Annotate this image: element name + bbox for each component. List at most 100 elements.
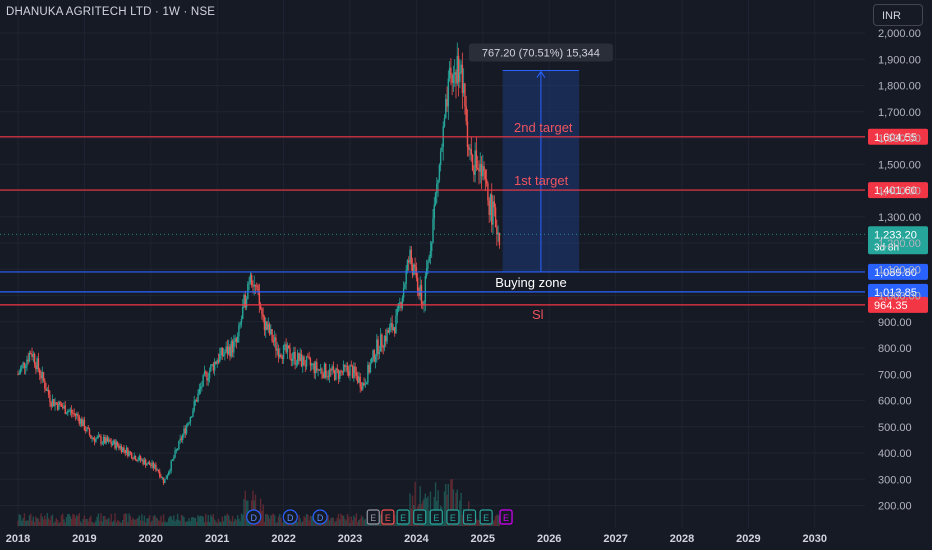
volume-bar [342,515,345,526]
volume-bar [19,515,22,526]
candle-body [270,329,272,335]
candle-body [354,366,356,373]
candle-body [451,74,453,83]
volume-bar [95,520,97,526]
volume-bar [183,517,185,526]
candle-body [143,459,146,465]
volume-bar [166,521,169,526]
candle-body [86,427,88,431]
candle-body [447,78,450,107]
volume-bar [60,515,63,526]
candle-body [462,83,465,93]
candle-body [231,341,234,353]
candle-body [76,413,78,416]
candle-body [203,371,206,375]
candle-body [443,117,446,127]
candle-body [294,351,296,365]
candle-body [316,362,318,371]
candle-body [289,348,291,359]
volume-bar [128,513,130,526]
candle-body [166,475,169,479]
x-tick-label: 2021 [205,533,229,545]
volume-bar [162,514,165,526]
volume-bar [245,500,248,526]
currency-selector[interactable]: INR [873,4,923,26]
candle-body [448,67,451,79]
volume-bar [32,516,35,526]
candle-body [325,363,327,378]
volume-bar [217,518,220,526]
volume-bar [24,521,27,526]
volume-bar [151,520,153,526]
x-tick-label: 2022 [271,533,295,545]
candle-body [216,360,218,364]
y-tick-label: 1,600.00 [878,133,921,145]
volume-bar [39,521,41,526]
x-tick-label: 2028 [670,533,694,545]
candle-body [350,365,352,367]
volume-bar [194,517,197,526]
volume-bar [82,519,84,526]
candle-body [187,423,189,426]
volume-bar [425,498,428,526]
volume-bar [188,518,190,526]
candle-body [410,249,412,265]
candle-body [102,437,105,443]
candle-body [261,308,263,315]
volume-bar [161,522,163,526]
candle-body [113,440,115,445]
volume-bar [265,514,267,526]
earnings-marker-label: E [483,513,489,523]
candle-body [402,288,405,298]
volume-bar [115,522,118,526]
volume-bar [179,520,181,526]
volume-bar [493,520,495,526]
y-tick-label: 300.00 [878,474,912,486]
candle-body [309,358,312,366]
candle-body [381,334,383,347]
volume-bar [69,516,72,526]
candle-body [32,354,35,357]
candle-body [339,370,341,379]
candle-body [476,168,479,170]
earnings-marker [479,509,493,525]
x-tick-label: 2026 [537,533,561,545]
candle-body [396,308,398,316]
volume-bar [339,519,341,526]
volume-bar [393,515,396,526]
candle-body [303,356,305,366]
candle-body [373,350,375,362]
volume-bar [337,513,340,526]
candle-body [360,387,363,390]
volume-bar [219,521,221,526]
candle-body [185,425,188,434]
horizontal-lines[interactable]: 1,604.55 2nd target 1,401.60 1st target 1,08… [0,120,928,322]
dividend-marker [246,509,262,525]
candle-body [295,363,298,365]
candle-body [156,469,158,471]
x-tick-label: 2029 [736,533,760,545]
volume-bar [27,520,29,526]
y-tick-label: 1,700.00 [878,107,921,119]
candle-body [281,357,284,359]
volume-bar [175,519,178,526]
candle-body [122,447,124,453]
volume-bar [381,522,383,526]
volume-bar [235,520,238,526]
candle-body [494,207,497,227]
candle-body [328,369,331,377]
candle-body [56,403,59,410]
y-tick-label: 1,900.00 [878,54,921,66]
candle-body [45,388,47,391]
candle-body [53,399,55,407]
volume-bar [330,518,332,526]
price-line-value: 1,089.80 [874,267,917,279]
candle-body [473,170,475,175]
candle-body [78,416,80,424]
x-tick-label: 2020 [139,533,163,545]
candle-body [146,464,148,466]
volume-bar [233,521,235,526]
volume-bar [443,491,446,526]
